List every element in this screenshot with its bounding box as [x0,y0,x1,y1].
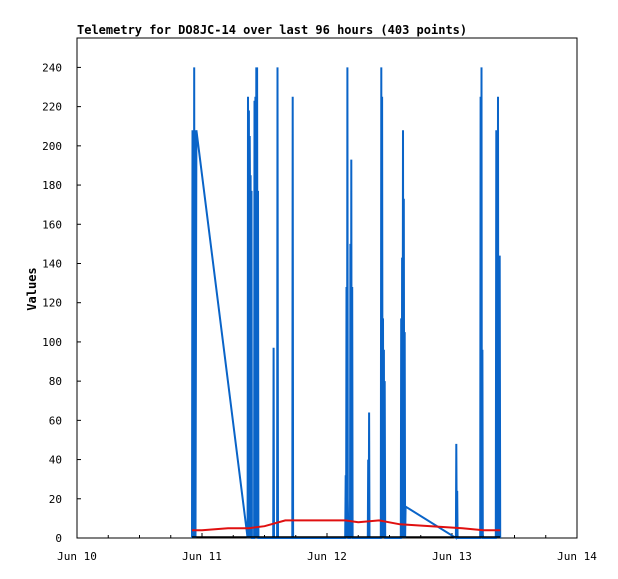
y-axis-label: Values [25,267,39,310]
y-tick-label: 120 [42,297,62,310]
y-tick-label: 140 [42,257,62,270]
plot-area [76,37,578,539]
y-tick-label: 100 [42,336,62,349]
x-tick-label: Jun 13 [432,550,472,563]
y-tick-label: 0 [55,532,62,545]
y-tick-label: 220 [42,101,62,114]
x-tick-label: Jun 14 [557,550,597,563]
series-line-1 [191,67,502,540]
x-tick-label: Jun 12 [307,550,347,563]
y-tick-label: 80 [49,375,62,388]
series-group [191,67,502,540]
y-tick-label: 40 [49,454,62,467]
y-tick-label: 240 [42,61,62,74]
y-tick-label: 180 [42,179,62,192]
y-tick-label: 200 [42,140,62,153]
y-tick-label: 20 [49,493,62,506]
axis-ticks: 0 20 40 60 80 100 120 140 160 180 200 220 240 Jun 10 J… [42,61,597,563]
series-line-2 [192,519,501,532]
x-tick-label: Jun 10 [57,550,97,563]
x-tick-label: Jun 11 [182,550,222,563]
chart-title: Telemetry for DO8JC-14 over last 96 hour… [77,23,467,37]
y-tick-label: 60 [49,414,62,427]
y-tick-label: 160 [42,218,62,231]
